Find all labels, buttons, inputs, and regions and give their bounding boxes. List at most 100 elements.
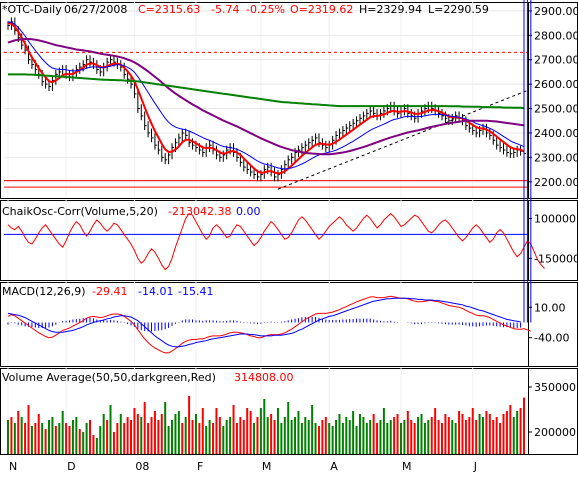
macd-signal-line	[7, 297, 521, 348]
volume-bar	[311, 405, 314, 454]
volume-bar	[92, 435, 95, 454]
volume-bar	[133, 408, 136, 454]
date-label: 06/27/2008	[64, 3, 127, 16]
volume-bar	[184, 417, 187, 454]
price-tick-label: 2500.00	[534, 103, 578, 116]
volume-bar	[341, 423, 344, 454]
price-tick-label: 2800.00	[534, 29, 578, 42]
volume-bar	[454, 423, 457, 454]
volume-bar	[410, 420, 413, 454]
price-tick-label: 2900.00	[534, 5, 578, 18]
volume-bar	[27, 405, 30, 454]
volume-bar	[34, 423, 37, 454]
volume-bar	[37, 414, 40, 454]
high-value: H=2329.94	[359, 3, 422, 16]
chaikin-panel: 100000. -150000.	[4, 212, 578, 271]
volume-bar	[355, 426, 358, 454]
volume-bar	[420, 414, 423, 454]
price-tick-label: 2200.00	[534, 176, 578, 189]
volume-bar	[17, 411, 20, 454]
volume-bar	[41, 423, 44, 454]
volume-bar	[362, 417, 365, 454]
volume-bar	[324, 417, 327, 454]
volume-bar	[430, 417, 433, 454]
volume-bar	[85, 423, 88, 454]
volume-bar	[519, 408, 522, 454]
volume-bar	[174, 414, 177, 454]
x-tick-label: F	[197, 460, 203, 473]
volume-bar	[276, 408, 279, 454]
volume-bar	[393, 417, 396, 454]
volume-bar	[249, 411, 252, 454]
volume-bar	[427, 420, 430, 454]
chaikin-line	[7, 212, 545, 271]
volume-bar	[365, 423, 368, 454]
volume-bar	[157, 420, 160, 454]
volume-bar	[502, 414, 505, 454]
volume-bar	[396, 414, 399, 454]
volume-bar	[307, 420, 310, 454]
volume-bar	[512, 417, 515, 454]
volume-bar	[440, 423, 443, 454]
volume-bar	[222, 426, 225, 454]
chaikin-value-2: 0.00	[236, 205, 261, 218]
volume-bar	[89, 420, 92, 454]
volume-bar	[488, 414, 491, 454]
macd-line	[7, 295, 531, 354]
volume-bar	[266, 417, 269, 454]
volume-bar	[338, 414, 341, 454]
change-value: -5.74	[211, 3, 239, 16]
volume-bar	[225, 420, 228, 454]
volume-bar	[369, 420, 372, 454]
volume-bar	[61, 411, 64, 454]
volume-bar	[358, 414, 361, 454]
volume-bar	[177, 411, 180, 454]
volume-bar	[297, 411, 300, 454]
volume-bar	[75, 417, 78, 454]
volume-bar	[112, 432, 115, 454]
volume-bar	[259, 408, 262, 454]
volume-bar	[300, 423, 303, 454]
volume-bar	[212, 423, 215, 454]
volume-bar	[403, 420, 406, 454]
price-tick-label: 2700.00	[534, 54, 578, 67]
volume-bar	[406, 411, 409, 454]
volume-bar	[389, 420, 392, 454]
volume-bar	[434, 408, 437, 454]
volume-bar	[229, 417, 232, 454]
x-tick-label: 08	[135, 460, 149, 473]
macd-hist-value: -15.41	[178, 285, 213, 298]
volume-bar	[205, 426, 208, 454]
volume-bar	[44, 429, 47, 454]
volume-bar	[523, 397, 525, 454]
chaikin-tick-label: 100000.	[534, 212, 578, 225]
volume-title: Volume Average(50,50,darkgreen,Red)	[2, 371, 216, 384]
x-tick-label: N	[9, 460, 17, 473]
macd-signal-value: -14.01	[138, 285, 173, 298]
price-tick-label: 2300.00	[534, 151, 578, 164]
volume-bar	[13, 423, 16, 454]
volume-tick-label: 350000.	[534, 381, 578, 394]
volume-bar	[215, 408, 218, 454]
volume-bar	[283, 417, 286, 454]
price-ma_blue-line	[7, 21, 525, 170]
volume-bar	[106, 420, 109, 454]
volume-bar	[386, 423, 389, 454]
volume-bar	[372, 414, 375, 454]
volume-bar	[65, 423, 68, 454]
volume-bar	[95, 438, 98, 454]
chaikin-title: ChaikOsc-Corr(Volume,5,20)	[2, 205, 158, 218]
volume-bar	[58, 423, 61, 454]
volume-bar	[444, 414, 447, 454]
volume-bar	[48, 420, 51, 454]
volume-bar	[314, 423, 317, 454]
volume-bar	[150, 417, 153, 454]
volume-bar	[304, 417, 307, 454]
volume-bar	[376, 423, 379, 454]
volume-bar	[160, 414, 163, 454]
volume-bar	[153, 411, 156, 454]
volume-bar	[10, 417, 13, 454]
volume-bar	[294, 417, 297, 454]
volume-bar	[123, 423, 126, 454]
